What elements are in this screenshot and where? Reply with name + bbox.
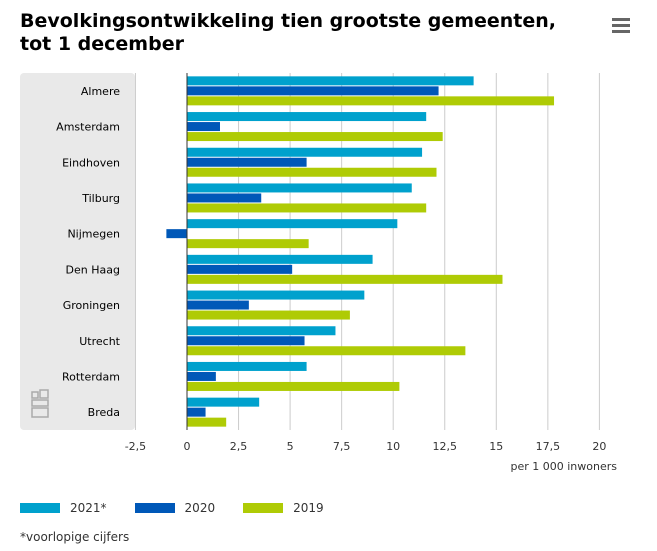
bar-2019-amsterdam[interactable] [187,132,443,142]
bar-2019-utrecht[interactable] [187,346,466,356]
bar-2020-den-haag[interactable] [187,264,293,274]
bar-2021-rotterdam[interactable] [187,361,307,371]
footnote: *voorlopige cijfers [20,530,130,544]
x-tick-label: 5 [287,440,294,453]
bar-2019-den-haag[interactable] [187,274,503,284]
legend-swatch-2020 [134,503,175,513]
bar-2019-tilburg[interactable] [187,203,427,213]
bars [166,76,555,427]
x-tick-label: 15 [489,440,503,453]
bar-2019-almere[interactable] [187,96,555,106]
bar-2020-breda[interactable] [187,407,206,417]
legend-label-2021: 2021* [70,501,107,515]
category-labels: Almere Amsterdam Eindhoven Tilburg Nijmegen D… [56,85,121,419]
bar-2021-almere[interactable] [187,76,474,86]
x-tick-label: 20 [592,440,606,453]
bar-2021-utrecht[interactable] [187,326,336,336]
bar-2021-den-haag[interactable] [187,254,373,264]
legend-item-2019[interactable]: 2019 [243,501,324,515]
category-label: Nijmegen [67,228,120,241]
category-label: Eindhoven [62,156,120,169]
category-label: Rotterdam [62,370,120,383]
category-label: Groningen [63,299,120,312]
category-band [20,73,135,430]
legend: 2021* 2020 2019 [20,500,352,516]
x-tick-label: 0 [184,440,191,453]
bar-2019-eindhoven[interactable] [187,167,437,177]
category-label: Den Haag [66,263,120,276]
x-tick-label: 12,5 [433,440,458,453]
bar-2021-tilburg[interactable] [187,183,412,193]
bar-2020-utrecht[interactable] [187,336,305,346]
bar-2021-eindhoven[interactable] [187,147,423,157]
bar-2020-groningen[interactable] [187,300,249,310]
x-tick-label: 17,5 [536,440,561,453]
bar-2020-nijmegen[interactable] [166,229,187,239]
cbs-logo-icon [31,389,49,418]
category-label: Tilburg [81,192,120,205]
bar-2020-tilburg[interactable] [187,193,262,203]
legend-item-2021[interactable]: 2021* [20,501,107,515]
bar-2021-breda[interactable] [187,397,260,407]
category-label: Utrecht [79,335,120,348]
hamburger-menu-icon[interactable] [612,18,634,36]
chart-title: Bevolkingsontwikkeling tien grootste gem… [20,10,557,55]
bar-2020-eindhoven[interactable] [187,157,307,167]
x-tick-labels: -2,5 0 2,5 5 7,5 10 12,5 15 17,5 20 [125,440,607,453]
bar-2021-nijmegen[interactable] [187,219,398,229]
legend-label-2020: 2020 [184,501,216,515]
x-axis-label: per 1 000 inwoners [510,460,617,473]
bar-2020-amsterdam[interactable] [187,122,220,132]
legend-label-2019: 2019 [293,501,324,515]
bar-2021-groningen[interactable] [187,290,365,300]
bar-2019-rotterdam[interactable] [187,381,400,391]
x-tick-label: 2,5 [230,440,248,453]
bar-2020-almere[interactable] [187,86,439,96]
x-tick-label: 7,5 [333,440,351,453]
x-tick-label: 10 [386,440,400,453]
category-label: Amsterdam [56,121,120,134]
category-label: Almere [81,85,120,98]
legend-swatch-2021 [20,503,60,513]
category-label: Breda [88,406,120,419]
legend-item-2020[interactable]: 2020 [134,501,216,515]
x-tick-label: -2,5 [125,440,146,453]
bar-2019-breda[interactable] [187,417,227,427]
bar-2019-groningen[interactable] [187,310,350,320]
legend-swatch-2019 [243,503,284,513]
bar-2021-amsterdam[interactable] [187,112,427,122]
bar-2019-nijmegen[interactable] [187,239,309,249]
bar-2020-rotterdam[interactable] [187,371,216,381]
